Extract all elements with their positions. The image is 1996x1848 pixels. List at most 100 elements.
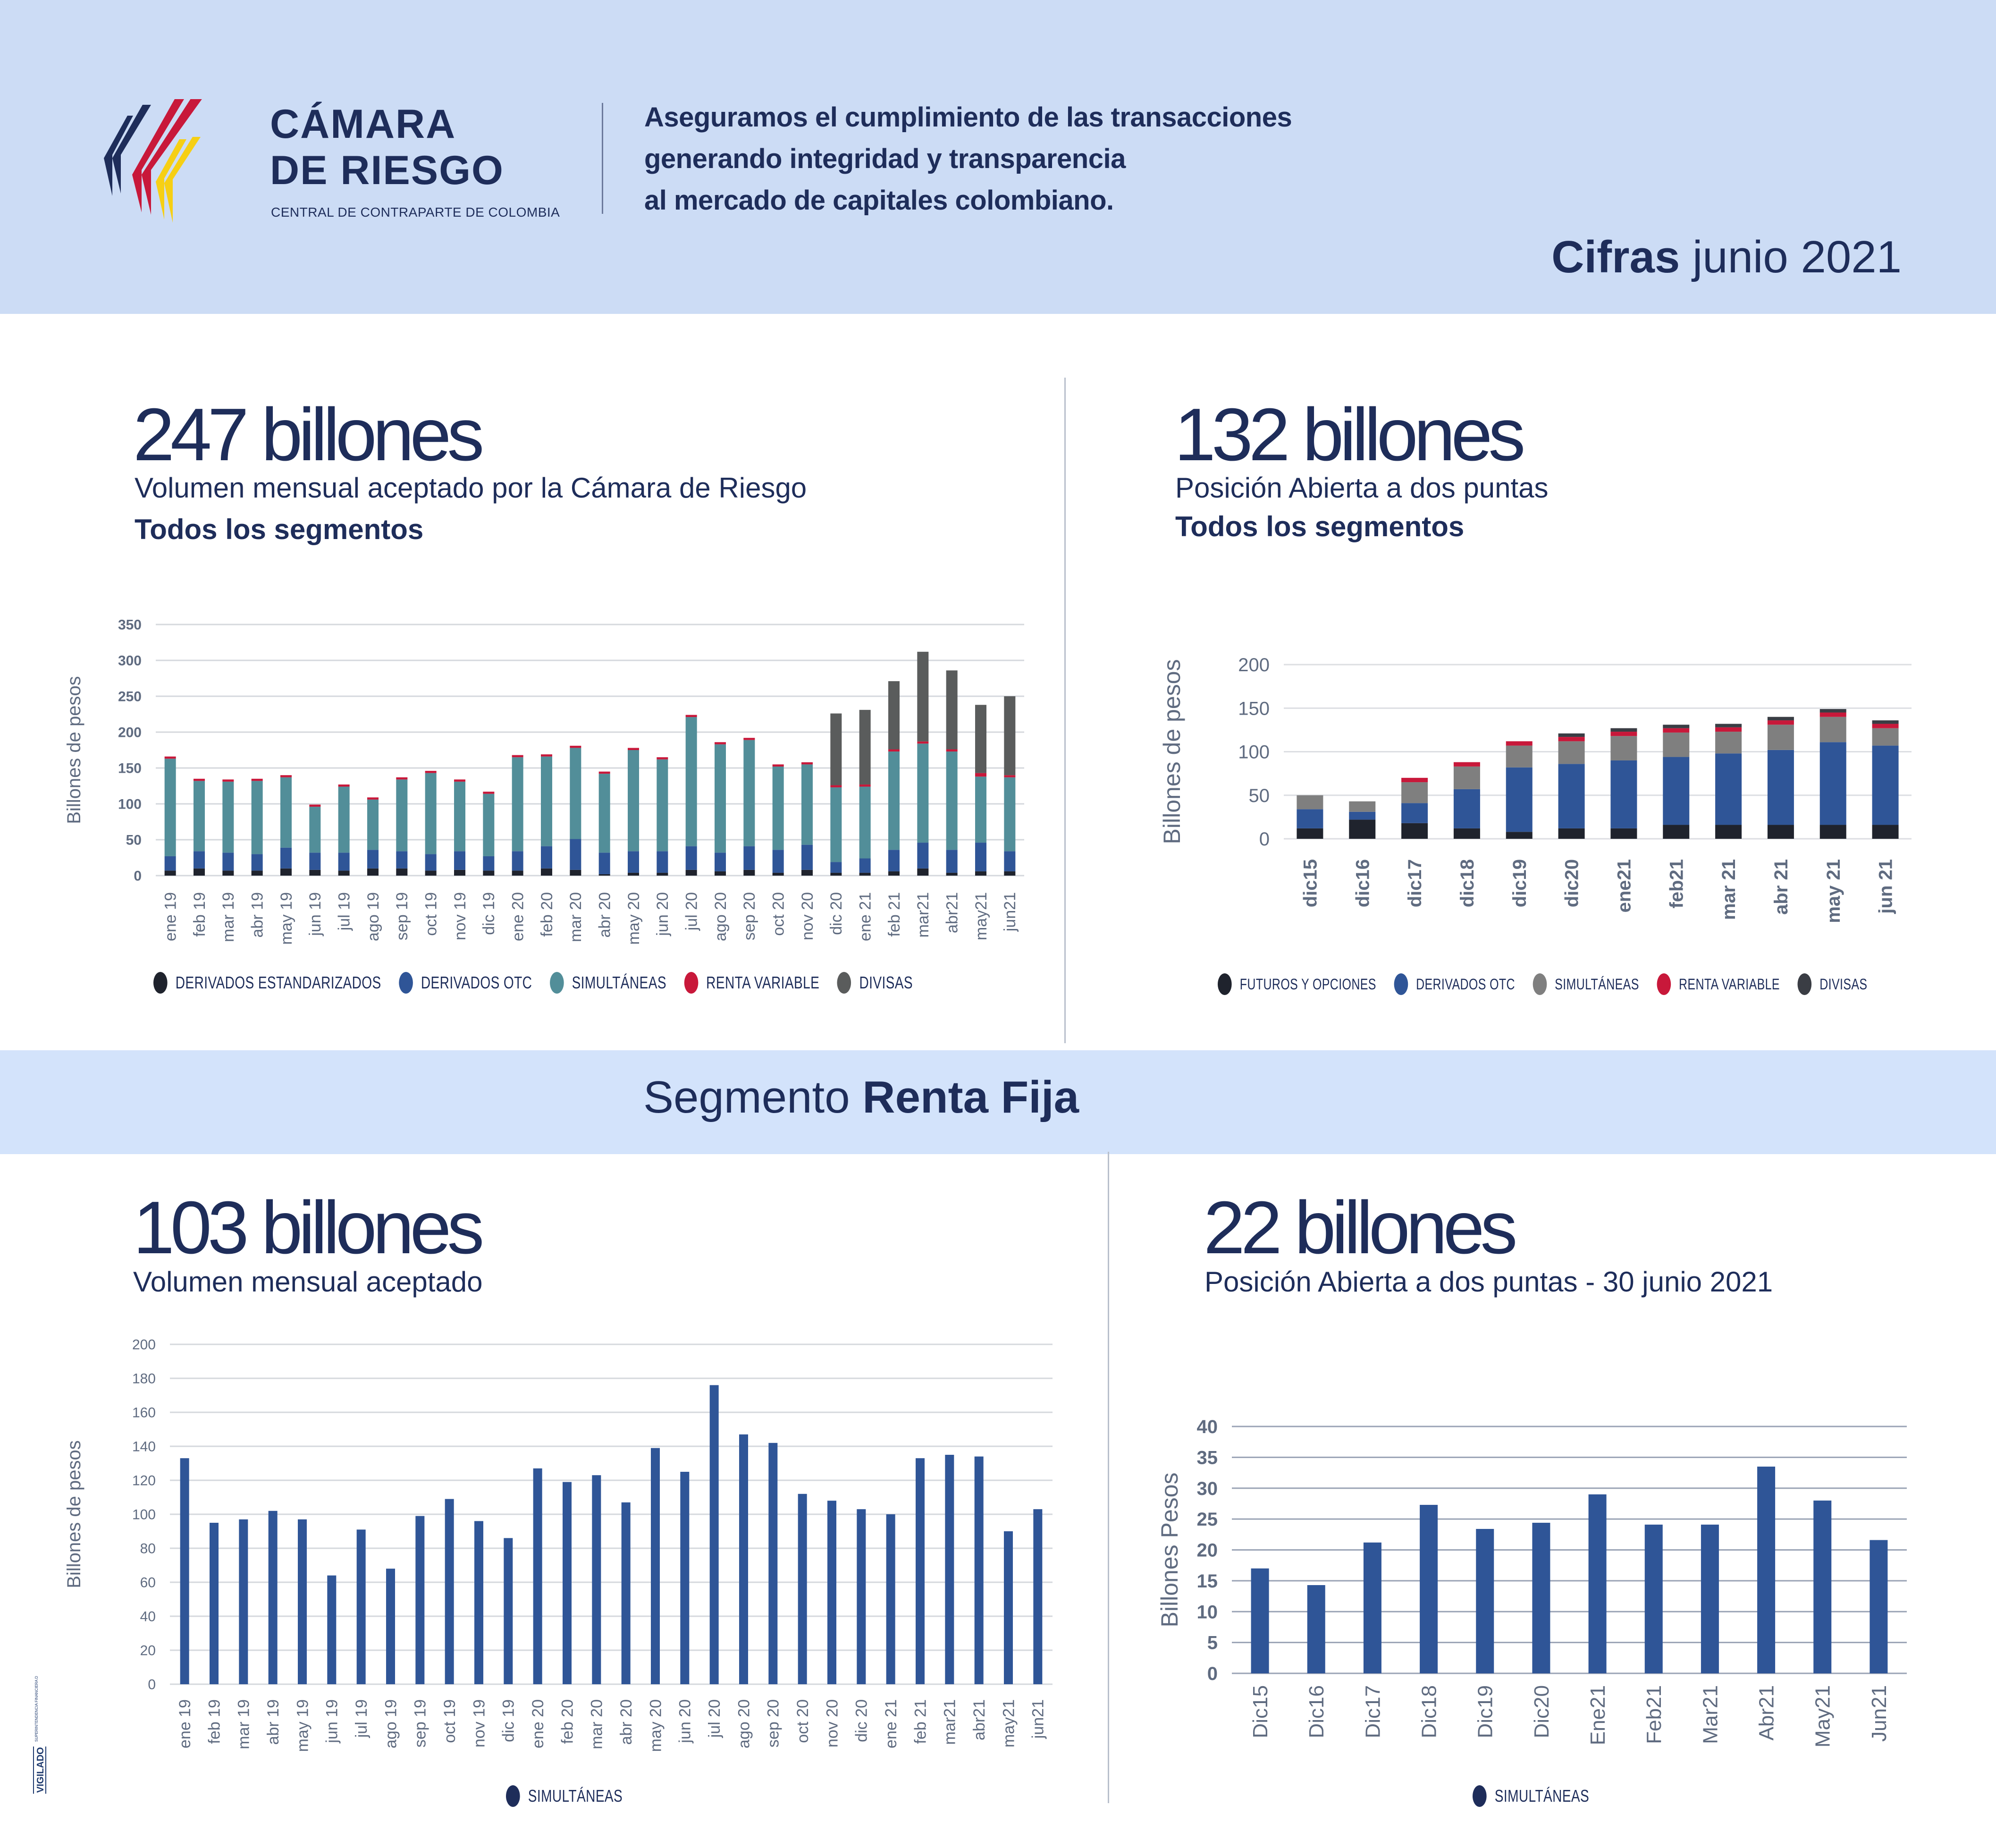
x-tick-label: abr 19 (264, 1699, 282, 1745)
bar-segment (194, 851, 205, 869)
bar-segment (1715, 753, 1742, 825)
bar-segment (888, 681, 900, 750)
section-divider (1064, 378, 1066, 1043)
volumen-rf-subtitle: Volumen mensual aceptado (133, 1266, 483, 1298)
legend-item: DIVISAS (1797, 973, 1867, 995)
y-axis-label: Billones de pesos (1159, 659, 1185, 844)
legend-dot-icon (1797, 973, 1812, 995)
bar-segment (715, 852, 726, 871)
bar-segment (1610, 728, 1637, 732)
x-tick-label: Dic16 (1305, 1685, 1328, 1738)
bar-segment (309, 807, 321, 853)
bar-segment (739, 1434, 748, 1684)
bar-segment (570, 869, 581, 876)
bar-segment (888, 749, 900, 752)
volumen-total-headline: 247 billones (133, 393, 484, 476)
x-tick-label: Abr21 (1755, 1685, 1778, 1740)
slogan-line: Aseguramos el cumplimiento de las transa… (644, 102, 1292, 133)
bar-segment (338, 870, 350, 876)
bar-segment (946, 850, 958, 873)
volumen-total-segment: Todos los segmentos (135, 514, 424, 545)
x-tick-label: may21 (1000, 1699, 1018, 1747)
bar-segment (772, 764, 784, 767)
bar-segment (917, 741, 929, 744)
bar-segment (1767, 725, 1794, 750)
bar-segment (1715, 727, 1742, 732)
x-tick-label: feb 21 (911, 1699, 929, 1744)
legend-posicion-todos: FUTUROS Y OPCIONES DERIVADOS OTC SIMULTÁNE… (1218, 973, 1885, 995)
bar-segment (715, 871, 726, 876)
x-tick-label: jun 21 (1876, 859, 1896, 914)
x-tick-label: jun 20 (676, 1699, 694, 1744)
posicion-rf-headline: 22 billones (1204, 1186, 1517, 1269)
legend-item: DIVISAS (837, 972, 913, 994)
bar-segment (772, 872, 784, 876)
x-tick-label: Dic17 (1361, 1685, 1384, 1738)
legend-dot-icon (1394, 973, 1408, 995)
bar-segment (685, 869, 697, 876)
legend-posicion-renta-fija: SIMULTÁNEAS (1473, 1785, 1607, 1807)
bar-segment (685, 715, 697, 717)
bar-segment (164, 856, 176, 871)
bar-segment (1872, 825, 1899, 839)
bar-segment (483, 856, 495, 871)
x-tick-label: may 20 (647, 1699, 665, 1752)
x-tick-label: nov 20 (799, 892, 817, 940)
bar-segment (164, 756, 176, 759)
bar-segment (598, 774, 610, 853)
bar-segment (1297, 809, 1323, 828)
x-tick-label: abr 21 (1771, 859, 1792, 915)
bar-segment (504, 1538, 513, 1684)
period-bold: Cifras (1551, 232, 1680, 282)
bar-segment (1532, 1522, 1550, 1673)
legend-label: SIMULTÁNEAS (1555, 975, 1639, 993)
bar-segment (309, 852, 321, 870)
x-tick-label: Ene21 (1586, 1685, 1609, 1745)
y-tick-label: 5 (1207, 1633, 1218, 1654)
brand-tagline: CENTRAL DE CONTRAPARTE DE COLOMBIA (271, 205, 560, 219)
x-tick-label: nov 19 (470, 1699, 488, 1747)
x-tick-label: sep 19 (412, 1699, 430, 1747)
x-tick-label: ene 20 (529, 1699, 547, 1748)
bar-segment (1558, 828, 1585, 839)
bar-segment (946, 670, 958, 750)
bar-segment (798, 1494, 807, 1684)
y-axis-label: Billones de pesos (64, 676, 84, 824)
bar-segment (474, 1521, 483, 1684)
legend-label: SIMULTÁNEAS (572, 973, 666, 992)
bar-segment (1004, 871, 1016, 876)
legend-label: DERIVADOS OTC (421, 973, 532, 992)
x-tick-label: dic19 (1509, 859, 1530, 907)
y-tick-label: 40 (1197, 1417, 1218, 1437)
x-tick-label: oct 20 (770, 892, 788, 936)
bar-segment (512, 757, 523, 852)
bar-segment (685, 717, 697, 846)
x-tick-label: sep 20 (765, 1699, 783, 1747)
x-tick-label: oct 19 (422, 892, 440, 936)
legend-item: DERIVADOS OTC (399, 972, 532, 994)
y-tick-label: 120 (132, 1473, 156, 1489)
legend-dot-icon (1533, 973, 1547, 995)
x-tick-label: mar 21 (1718, 859, 1739, 920)
bar-segment (1004, 1531, 1013, 1684)
bar-segment (743, 738, 755, 740)
bar-segment (628, 748, 639, 750)
bar-segment (888, 850, 900, 871)
bar-segment (743, 846, 755, 870)
period-rest: junio 2021 (1680, 232, 1902, 282)
x-tick-label: Dic15 (1249, 1685, 1272, 1738)
x-tick-label: oct 19 (441, 1699, 459, 1743)
logo-stripe-red-2 (142, 99, 202, 215)
y-tick-label: 50 (1249, 785, 1270, 806)
y-tick-label: 0 (1207, 1663, 1218, 1684)
bar-segment (1506, 741, 1533, 746)
x-tick-label: abr 19 (249, 892, 267, 937)
x-tick-label: dic16 (1352, 859, 1373, 907)
x-tick-label: may 21 (1823, 859, 1844, 923)
bar-segment (1813, 1500, 1832, 1673)
bar-segment (657, 872, 668, 876)
bar-segment (1663, 725, 1690, 728)
bar-segment (425, 771, 437, 773)
bar-segment (1767, 717, 1794, 721)
legend-label: DIVISAS (1819, 975, 1868, 993)
